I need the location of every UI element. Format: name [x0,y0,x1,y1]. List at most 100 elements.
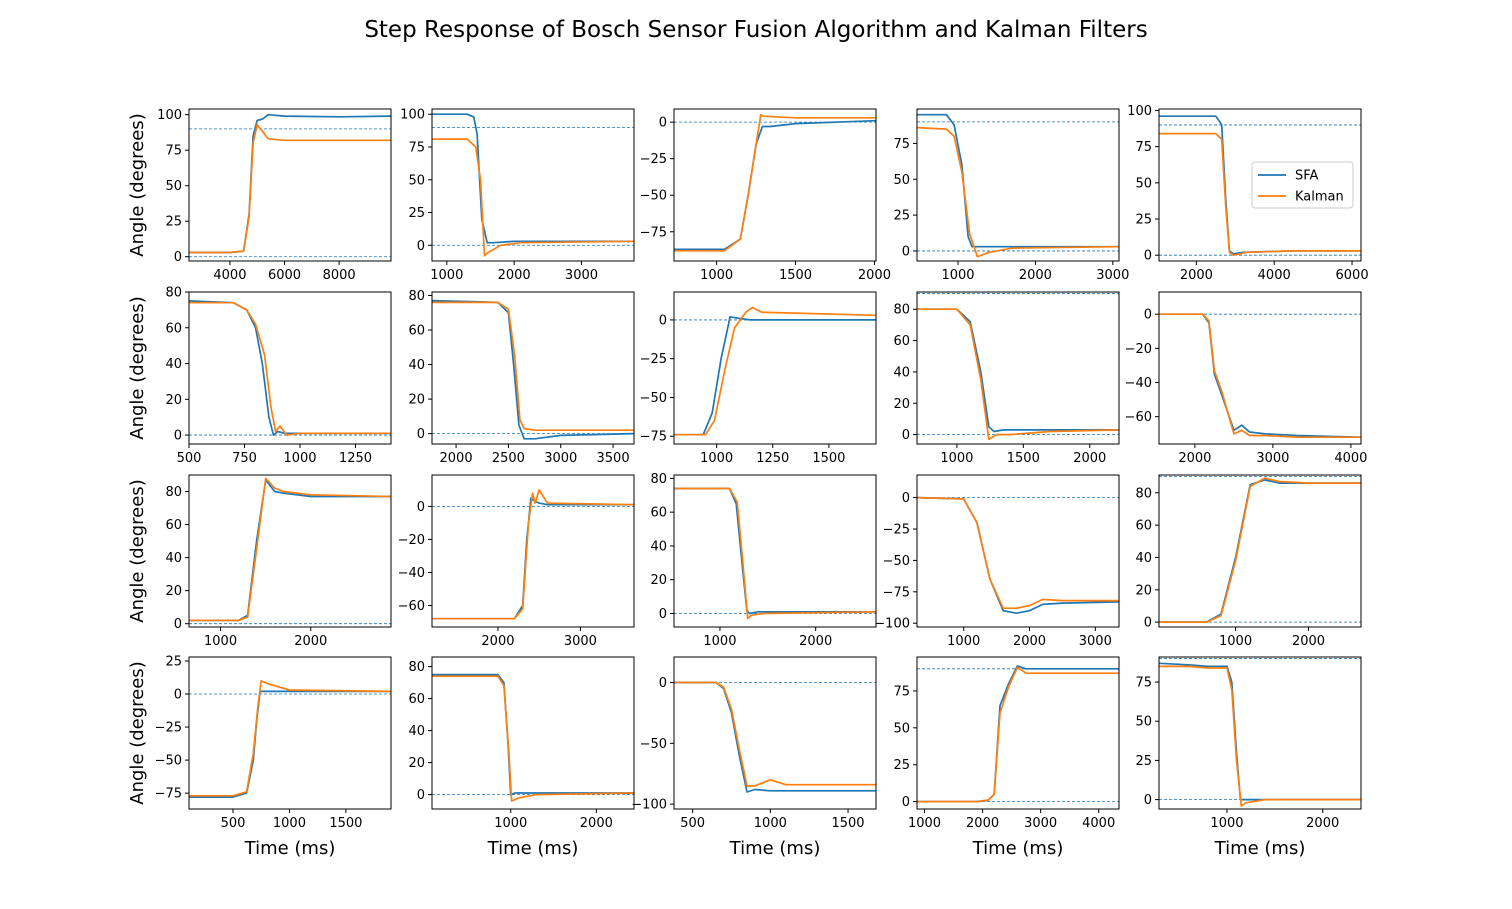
y-tick-label: 0 [1144,308,1152,323]
y-tick-label: 0 [659,313,667,328]
x-tick-label: 1000 [754,816,787,831]
x-tick-label: 6000 [268,268,301,283]
subplot-r1-c1: 4000 6000 8000 0 25 50 75 100 Angle (degrees) [127,108,392,283]
legend-label-sfa: SFA [1295,169,1319,184]
subplot-r2-c5: 2000 3000 4000 −60 −40 −20 0 [1125,291,1367,466]
series-line-sfa [432,113,634,244]
axes-frame [1158,474,1362,628]
x-tick-label: 4000 [1258,268,1291,283]
x-axis-label: Time (ms) [729,838,821,859]
subplot-r1-c2: 1000 2000 3000 0 25 50 75 100 [400,108,635,283]
axes-frame [673,656,877,810]
x-tick-label: 2000 [580,816,613,831]
x-tick-label: 1500 [329,816,362,831]
subplot-r2-c2: 2000 2500 3000 3500 0 20 40 60 80 [408,289,635,466]
y-tick-label: 25 [893,209,910,224]
y-tick-label: 0 [902,795,910,810]
y-tick-label: 80 [1135,486,1152,501]
series-line-sfa [189,113,391,254]
y-tick-label: 0 [659,607,667,622]
y-tick-label: 40 [165,551,182,566]
series-line-kalman [189,477,391,622]
y-tick-label: 40 [1135,551,1152,566]
series-line-kalman [189,301,391,436]
x-tick-label: 1000 [1219,634,1252,649]
series-line-sfa [1159,313,1361,439]
y-tick-label: 60 [165,518,182,533]
series-line-kalman [674,113,876,252]
x-axis-label: Time (ms) [1214,838,1306,859]
series-line-kalman [917,496,1119,610]
series-line-kalman [917,126,1119,258]
y-tick-label: 0 [1144,616,1152,631]
x-tick-label: 500 [177,451,202,466]
y-tick-label: −75 [883,585,910,600]
y-tick-label: −20 [398,533,425,548]
y-tick-label: 20 [650,573,667,588]
y-tick-label: 80 [650,472,667,487]
axes-frame [916,656,1120,810]
y-tick-label: 40 [408,358,425,373]
subplot-r4-c5: 1000 2000 0 25 50 75 Time (ms) [1135,656,1362,859]
subplot-r2-c1: 500 750 1000 1250 0 20 40 60 80 Angle (degrees) [127,286,392,466]
x-axis-label: Time (ms) [487,838,579,859]
y-tick-label: 0 [417,427,425,442]
y-tick-label: −20 [1125,342,1152,357]
x-tick-label: 2000 [799,634,832,649]
series-line-sfa [189,690,391,798]
y-tick-label: 0 [659,676,667,691]
y-tick-label: 75 [165,144,182,159]
x-tick-label: 4000 [1082,816,1115,831]
series-line-sfa [189,479,391,622]
y-tick-label: 60 [1135,519,1152,534]
series-line-kalman [674,306,876,436]
y-tick-label: 60 [165,321,182,336]
y-tick-label: −40 [1125,376,1152,391]
y-tick-label: 20 [165,393,182,408]
x-tick-label: 1000 [204,634,237,649]
y-tick-label: −60 [398,599,425,614]
legend-label-kalman: Kalman [1295,190,1344,205]
series-line-sfa [674,487,876,615]
series-line-sfa [432,673,634,796]
y-tick-label: −75 [640,430,667,445]
y-tick-label: 100 [1127,104,1152,119]
y-tick-label: 80 [165,485,182,500]
x-tick-label: 500 [680,816,705,831]
x-tick-label: 2000 [498,268,531,283]
y-tick-label: 20 [893,397,910,412]
y-tick-label: −75 [640,225,667,240]
axes-frame [1158,291,1362,445]
y-tick-label: 0 [417,500,425,515]
x-axis-label: Time (ms) [972,838,1064,859]
y-axis-label: Angle (degrees) [127,479,148,622]
x-tick-label: 3500 [597,451,630,466]
subplot-r3-c1: 1000 2000 0 20 40 60 80 Angle (degrees) [127,474,392,649]
axes-frame [431,291,635,445]
y-tick-label: 50 [893,721,910,736]
y-axis-label: Angle (degrees) [127,296,148,439]
x-tick-label: 2000 [966,816,999,831]
x-tick-label: 2000 [1178,451,1211,466]
series-line-sfa [917,665,1119,803]
y-axis-label: Angle (degrees) [127,113,148,256]
x-tick-label: 2000 [1306,816,1339,831]
y-tick-label: 75 [893,137,910,152]
x-tick-label: 1000 [1210,816,1243,831]
x-tick-label: 1000 [940,451,973,466]
x-tick-label: 1500 [831,816,864,831]
y-tick-label: 75 [408,141,425,156]
y-tick-label: 40 [408,724,425,739]
y-tick-label: 20 [165,584,182,599]
x-tick-label: 3000 [1096,268,1129,283]
x-tick-label: 2000 [1013,634,1046,649]
series-line-kalman [432,301,634,432]
y-tick-label: −60 [1125,410,1152,425]
subplot-r3-c5: 1000 2000 0 20 40 60 80 [1135,474,1362,649]
y-tick-label: 60 [893,334,910,349]
series-line-kalman [189,679,391,797]
axes-frame [188,656,392,810]
y-axis-label: Angle (degrees) [127,661,148,804]
y-tick-label: −100 [874,617,910,632]
